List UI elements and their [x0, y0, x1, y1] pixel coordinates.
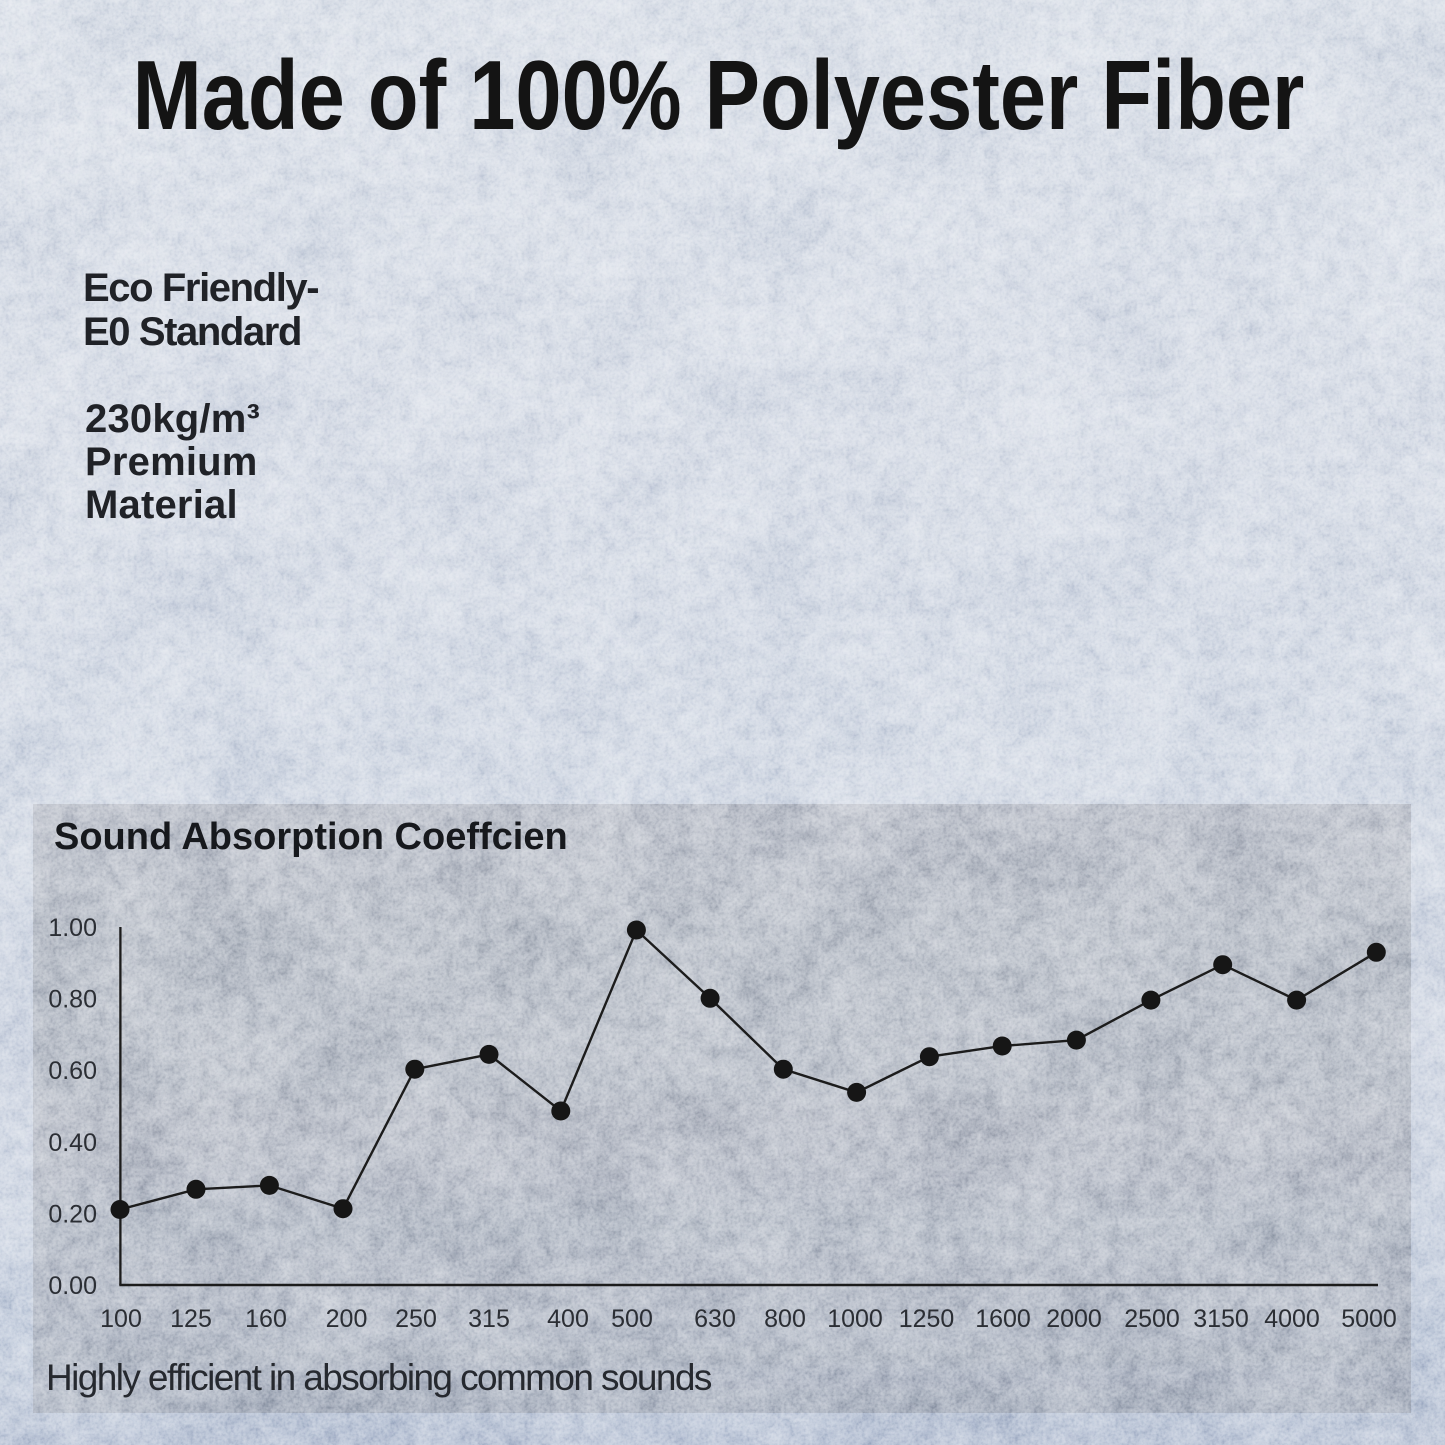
svg-text:500: 500: [611, 1305, 653, 1333]
svg-text:630: 630: [694, 1305, 736, 1333]
svg-text:100: 100: [100, 1305, 142, 1333]
svg-text:1.00: 1.00: [48, 914, 97, 942]
svg-text:1000: 1000: [827, 1305, 883, 1333]
svg-text:2000: 2000: [1046, 1305, 1102, 1333]
svg-text:160: 160: [245, 1305, 287, 1333]
svg-text:125: 125: [170, 1305, 212, 1333]
svg-text:3150: 3150: [1193, 1305, 1249, 1333]
svg-text:800: 800: [764, 1305, 806, 1333]
svg-text:0.80: 0.80: [48, 986, 97, 1014]
svg-text:0.40: 0.40: [48, 1129, 97, 1157]
svg-text:0.20: 0.20: [48, 1200, 97, 1228]
svg-text:5000: 5000: [1341, 1305, 1397, 1333]
svg-text:250: 250: [395, 1305, 437, 1333]
svg-text:2500: 2500: [1124, 1305, 1180, 1333]
svg-text:1250: 1250: [899, 1305, 955, 1333]
svg-text:4000: 4000: [1264, 1305, 1320, 1333]
svg-text:400: 400: [547, 1305, 589, 1333]
svg-text:0.60: 0.60: [48, 1057, 97, 1085]
svg-text:1600: 1600: [975, 1305, 1031, 1333]
svg-text:315: 315: [468, 1305, 510, 1333]
svg-text:200: 200: [326, 1305, 368, 1333]
svg-text:0.00: 0.00: [48, 1272, 97, 1300]
